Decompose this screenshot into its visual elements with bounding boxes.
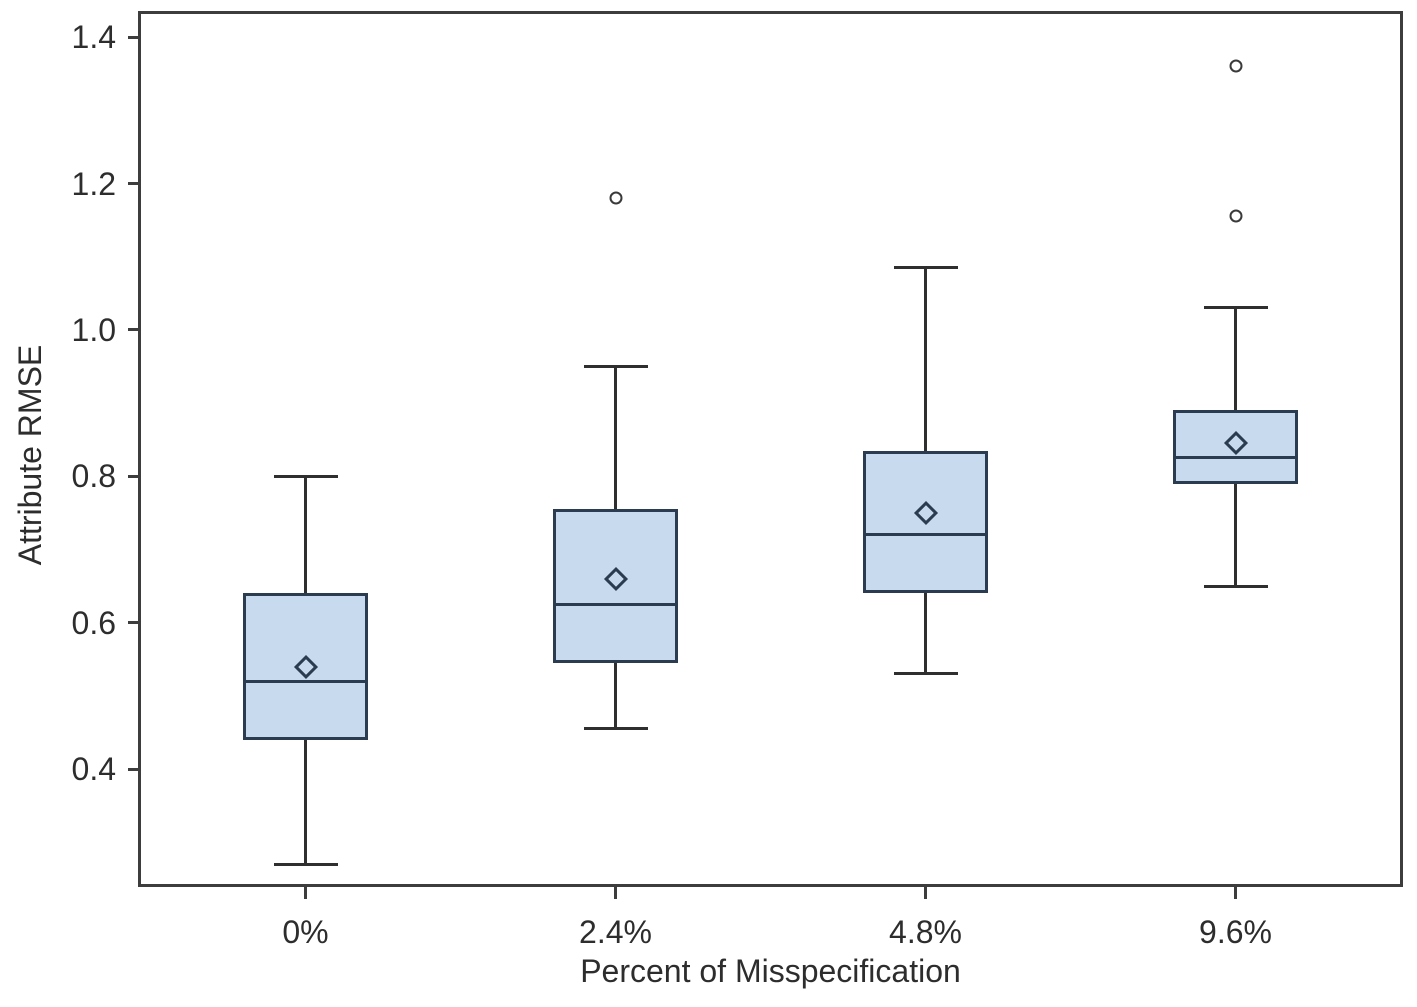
- outlier-marker: [1229, 209, 1242, 223]
- y-tick-label: 1.0: [71, 311, 116, 348]
- y-tick-label: 0.4: [71, 751, 116, 787]
- x-axis-tick: [1234, 887, 1237, 899]
- y-tick-label: 0.8: [71, 458, 116, 495]
- plot-frame: [138, 11, 1403, 887]
- x-tick-label: 4.8%: [889, 914, 962, 950]
- whisker-cap-top: [1203, 306, 1268, 310]
- whisker-cap-bottom: [273, 862, 338, 866]
- median-line: [863, 533, 988, 537]
- median-line: [243, 679, 368, 683]
- box-iqr: [553, 509, 678, 663]
- x-axis-tick: [924, 887, 927, 899]
- y-tick-label: 0.6: [71, 604, 116, 641]
- outlier-marker: [609, 191, 622, 205]
- median-line: [1173, 456, 1298, 460]
- whisker-cap-top: [273, 474, 338, 478]
- x-tick-label: 2.4%: [579, 914, 652, 950]
- y-tick-label: 1.4: [71, 19, 116, 56]
- y-axis-tick: [128, 621, 140, 625]
- y-axis-tick: [128, 474, 140, 478]
- box-iqr: [863, 450, 988, 594]
- whisker-cap-bottom: [1203, 584, 1268, 588]
- y-tick-label: 1.2: [71, 165, 116, 202]
- y-axis-tick: [128, 35, 140, 39]
- y-axis-tick: [128, 328, 140, 332]
- whisker-cap-top: [583, 364, 648, 368]
- x-axis-tick: [614, 887, 617, 899]
- x-axis-tick: [304, 887, 307, 899]
- box-iqr: [1173, 410, 1298, 484]
- whisker-cap-top: [893, 266, 958, 270]
- x-axis-title: Percent of Misspecification: [580, 953, 961, 989]
- median-line: [553, 602, 678, 606]
- x-tick-label: 0%: [282, 914, 329, 950]
- whisker-cap-bottom: [583, 727, 648, 731]
- outlier-marker: [1229, 59, 1242, 73]
- y-axis-tick: [128, 182, 140, 186]
- box-iqr: [243, 593, 368, 740]
- x-tick-label: 9.6%: [1199, 914, 1272, 950]
- y-axis-tick: [128, 767, 140, 771]
- y-axis-title: Attribute RMSE: [12, 344, 48, 566]
- whisker-cap-bottom: [893, 672, 958, 676]
